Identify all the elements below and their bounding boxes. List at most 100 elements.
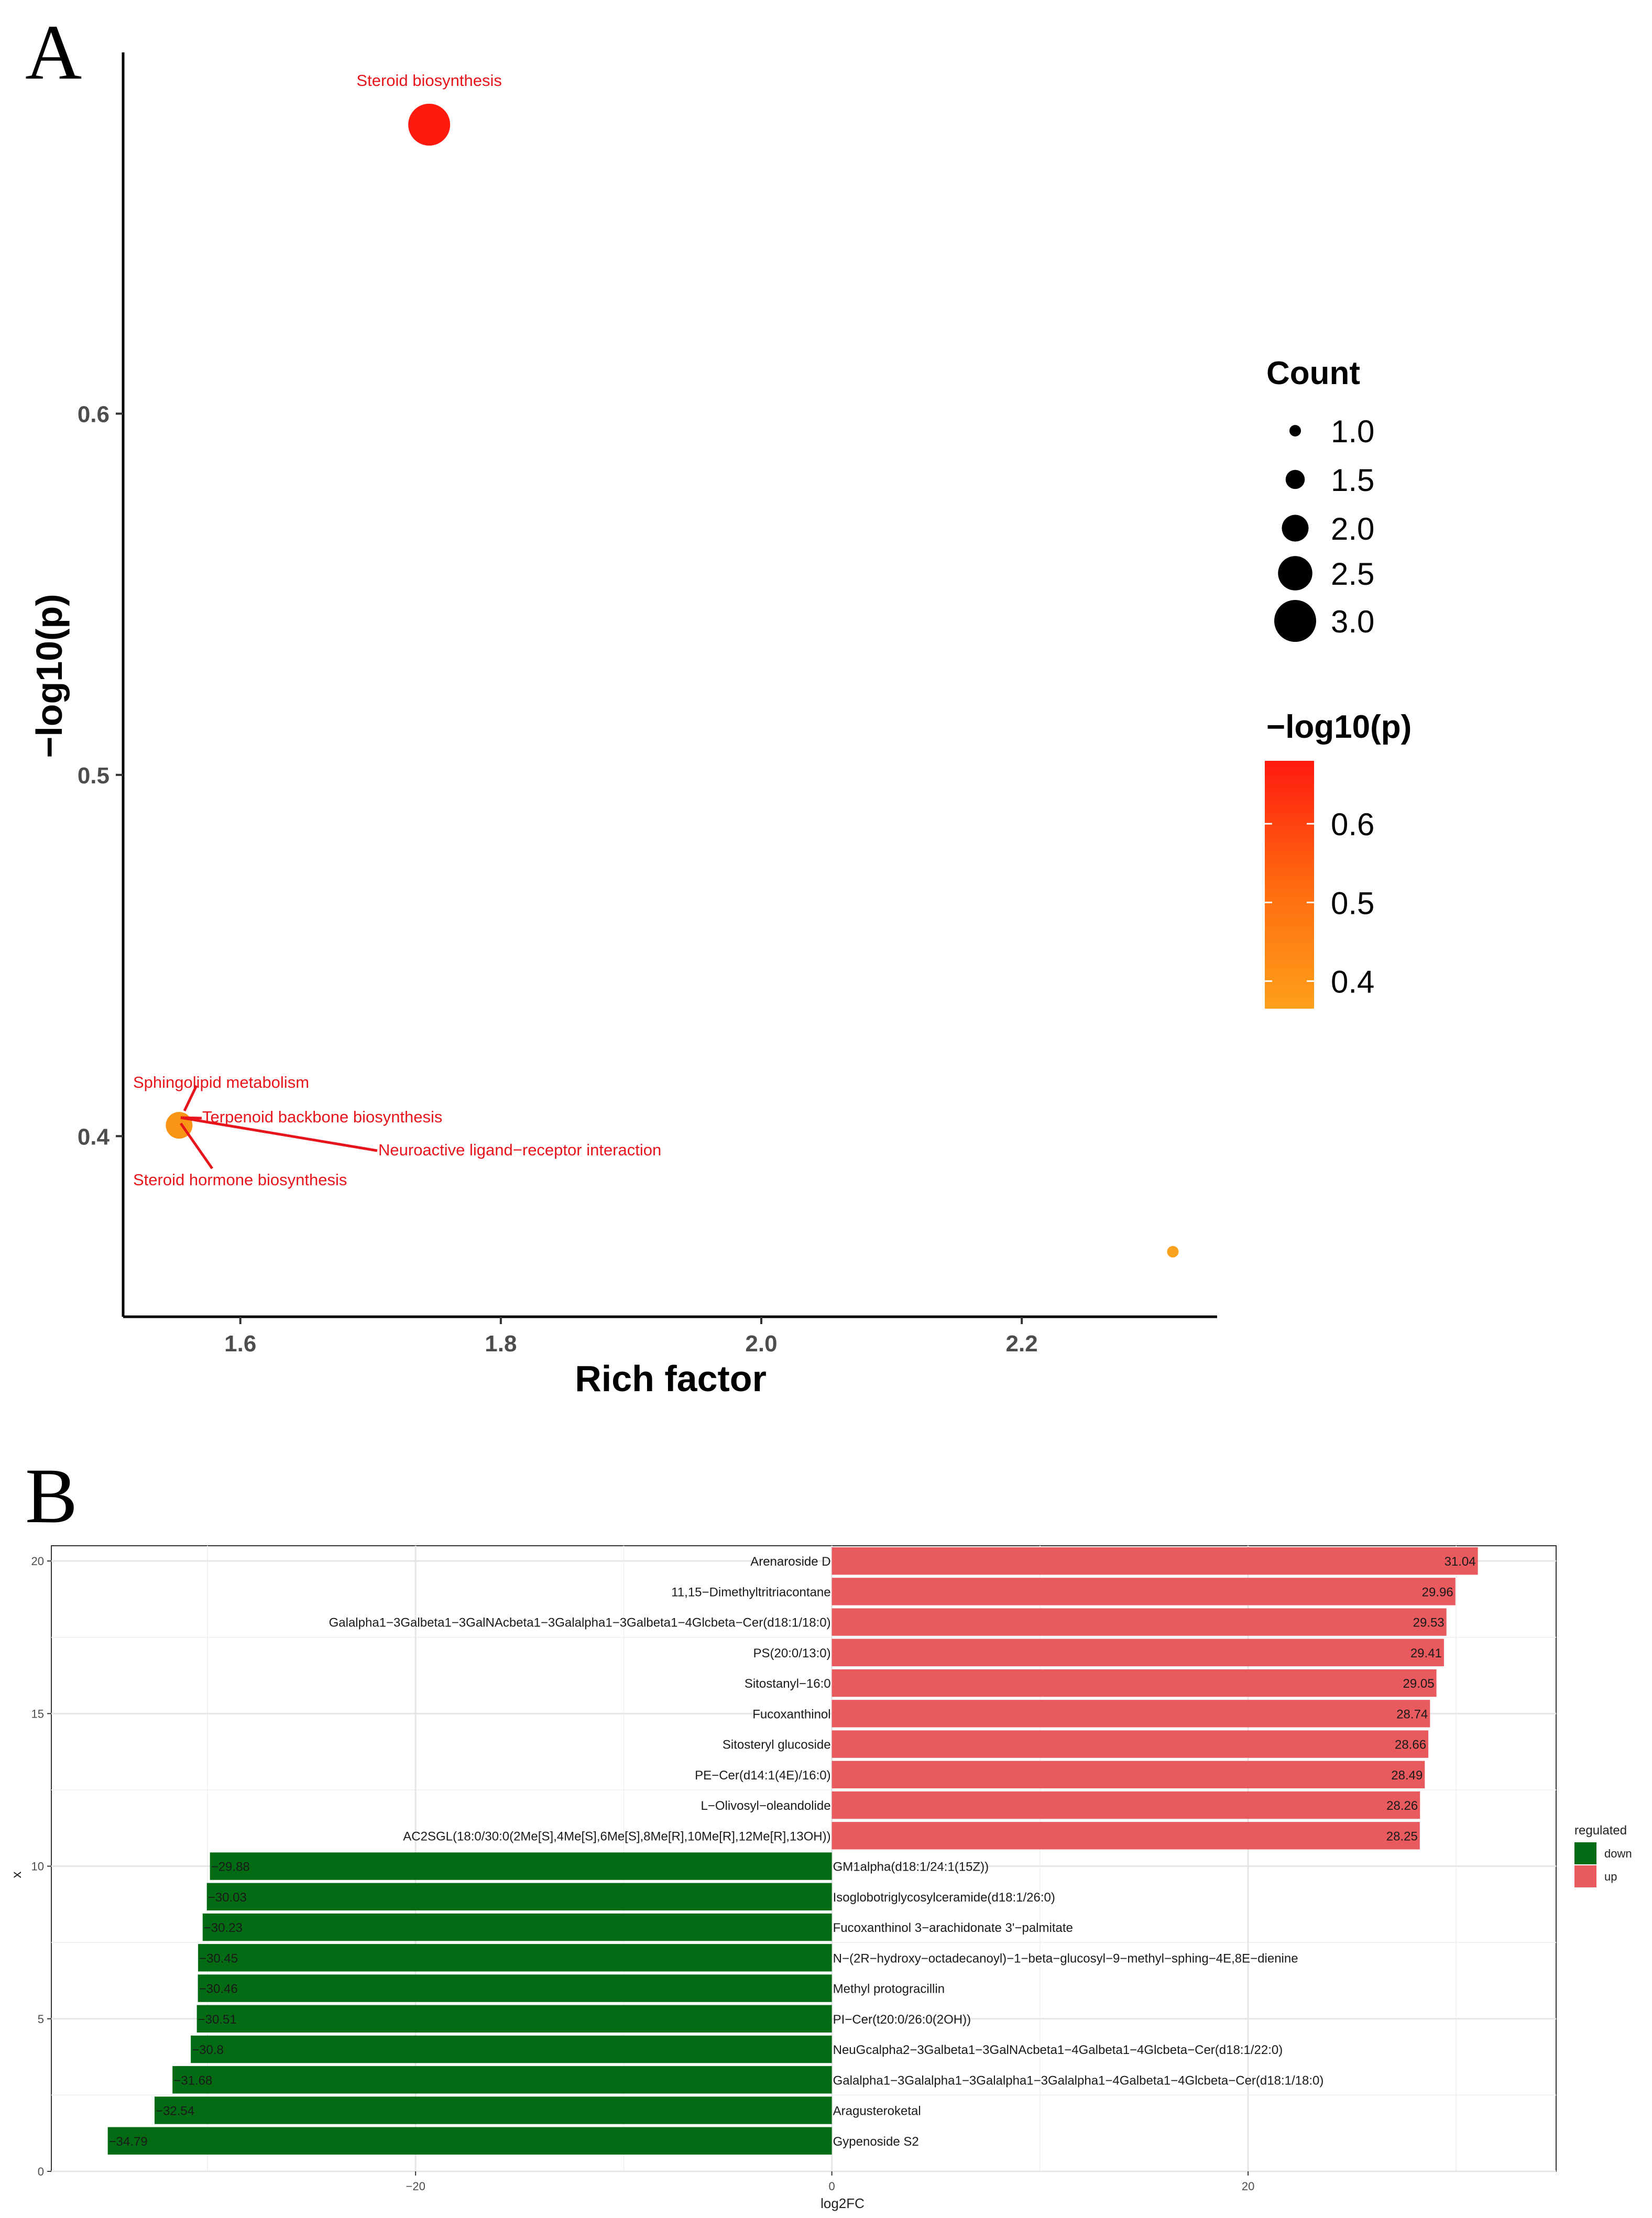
bar-category-label: PS(20:0/13:0) [753,1646,831,1660]
panel-b-label: B [25,1452,78,1539]
bar-down-11 [210,1852,832,1880]
regulated-legend: down up [1574,1842,1632,1887]
panel-a-x-tick-label: 2.2 [1006,1331,1038,1357]
count-legend-key [1274,600,1316,642]
panel-b-y-tick-label: 20 [31,1555,44,1568]
count-legend-key [1289,425,1301,436]
panel-b-y-tick-label: 5 [38,2013,44,2026]
bar-category-label: 11,15−Dimethyltritriacontane [671,1585,830,1599]
pathway-annotation-label: Steroid hormone biosynthesis [133,1171,347,1189]
panel-b-x-tick-label: −20 [406,2180,425,2193]
panel-b-plot-area: −20 0 20 0 5 10 15 20 Arenaroside D 31.04 11,15−Di… [31,1545,1557,2193]
regulated-legend-label: down [1604,1847,1632,1860]
panel-a-label: A [25,9,82,96]
bar-category-label: AC2SGL(18:0/30:0(2Me[S],4Me[S],6Me[S],8M… [403,1829,830,1843]
panel-b-y-tick-label: 0 [38,2165,44,2178]
bar-down-15 [198,1974,832,2002]
panel-a-x-tick-label: 1.8 [485,1331,517,1357]
bar-value-label: −30.8 [192,2043,224,2057]
bar-value-label: −31.68 [173,2073,212,2088]
panel-a-y-tick-label: 0.6 [78,401,110,427]
bar-value-label: 28.25 [1386,1829,1418,1843]
panel-b-y-axis-title: x [8,1872,24,1878]
count-legend-key [1278,556,1312,591]
bar-category-label: Galalpha1−3Galbeta1−3GalNAcbeta1−3Galalp… [329,1616,831,1630]
count-legend-title: Count [1266,355,1360,391]
count-legend-label: 1.5 [1331,463,1374,498]
bar-category-label: Galalpha1−3Galalpha1−3Galalpha1−3Galalph… [833,2073,1324,2088]
bar-down-18 [172,2066,832,2094]
regulated-legend-label: up [1604,1870,1617,1883]
panel-a-bubble-chart: A 1.6 1.8 2.0 2.2 0.4 0.5 0.6 Steroid biosynthe… [25,9,1412,1399]
bar-value-label: 28.74 [1396,1707,1428,1721]
pathway-annotation-label: Sphingolipid metabolism [133,1073,309,1091]
panel-a-plot-area: 1.6 1.8 2.0 2.2 0.4 0.5 0.6 Steroid biosynthesi… [78,52,1217,1357]
bar-up-4 [832,1638,1444,1667]
bar-up-6 [832,1700,1430,1728]
panel-a-x-tick-label: 2.0 [745,1331,777,1357]
bar-down-14 [198,1944,832,1972]
bar-category-label: GM1alpha(d18:1/24:1(15Z)) [833,1860,989,1874]
bar-up-5 [832,1669,1437,1697]
bar-value-label: −30.45 [199,1951,238,1965]
bar-down-17 [191,2035,832,2063]
bar-category-label: Sitosteryl glucoside [723,1738,831,1752]
panel-b-x-tick-label: 0 [829,2180,835,2193]
regulated-legend-key [1574,1842,1596,1864]
pathway-annotation-label: Terpenoid backbone biosynthesis [202,1108,442,1126]
panel-b-x-tick-label: 20 [1242,2180,1254,2193]
bubble-point-1 [408,103,451,146]
bar-down-20 [107,2127,832,2155]
panel-b-y-tick-label: 15 [31,1707,44,1720]
annotation-leader-line [180,1116,378,1152]
count-legend-label: 2.5 [1331,556,1374,592]
bar-category-label: PE−Cer(d14:1(4E)/16:0) [695,1768,830,1783]
count-legend-label: 2.0 [1331,511,1374,547]
panel-a-y-tick-label: 0.5 [78,763,110,789]
color-legend-bar [1265,761,1314,1009]
panel-a-x-tick-label: 1.6 [224,1331,256,1357]
count-legend-label: 3.0 [1331,604,1374,639]
bar-value-label: 28.49 [1391,1768,1423,1783]
color-legend-ticks: 0.4 0.5 0.6 [1265,807,1374,999]
bar-value-label: 29.05 [1403,1677,1435,1691]
bar-value-label: 28.26 [1386,1799,1418,1813]
bar-down-16 [196,2005,832,2033]
bar-value-label: 29.41 [1410,1646,1442,1660]
bar-value-label: −34.79 [109,2135,148,2149]
panel-b-x-axis-title: log2FC [820,2195,865,2211]
bar-category-label: Aragusteroketal [833,2104,921,2118]
annotation-leader-line [179,1122,214,1170]
panel-a-x-axis-title: Rich factor [575,1358,767,1399]
pathway-annotation-label: Neuroactive ligand−receptor interaction [378,1141,661,1159]
bar-up-3 [832,1608,1447,1636]
bar-down-13 [202,1913,832,1941]
bar-up-2 [832,1578,1456,1605]
bar-up-1 [832,1547,1478,1575]
bar-category-label: Sitostanyl−16:0 [745,1677,831,1691]
bar-value-label: −30.51 [198,2013,237,2027]
bar-category-label: Gypenoside S2 [833,2135,919,2149]
bar-category-label: N−(2R−hydroxy−octadecanoyl)−1−beta−gluco… [833,1951,1298,1965]
bar-category-label: PI−Cer(t20:0/26:0(2OH)) [833,2013,971,2027]
color-legend-label: 0.4 [1331,964,1374,999]
bar-value-label: −29.88 [211,1860,250,1874]
annotation-leader-line [183,1085,198,1112]
pathway-annotation-label: Steroid biosynthesis [356,71,501,90]
bar-up-7 [832,1730,1429,1758]
panel-b-bar-chart: B −20 0 20 0 5 10 15 20 Arenaroside D 31.04 11,15−… [8,1452,1632,2211]
bar-category-label: Arenaroside D [750,1555,830,1569]
count-legend-key [1282,515,1309,542]
bar-category-label: Methyl protogracillin [833,1982,945,1996]
color-legend-label: 0.5 [1331,886,1374,921]
bar-value-label: 29.53 [1413,1616,1445,1630]
bar-category-label: Fucoxanthinol [752,1707,830,1721]
bar-up-8 [832,1761,1425,1789]
bar-category-label: NeuGcalpha2−3Galbeta1−3GalNAcbeta1−4Galb… [833,2043,1283,2057]
bar-category-label: Isoglobotriglycosylceramide(d18:1/26:0) [833,1891,1055,1905]
bar-value-label: −30.03 [208,1891,247,1905]
bar-down-19 [155,2096,832,2124]
bubble-point-3 [1167,1245,1179,1258]
count-legend-key [1285,469,1305,489]
regulated-legend-key [1574,1865,1596,1887]
